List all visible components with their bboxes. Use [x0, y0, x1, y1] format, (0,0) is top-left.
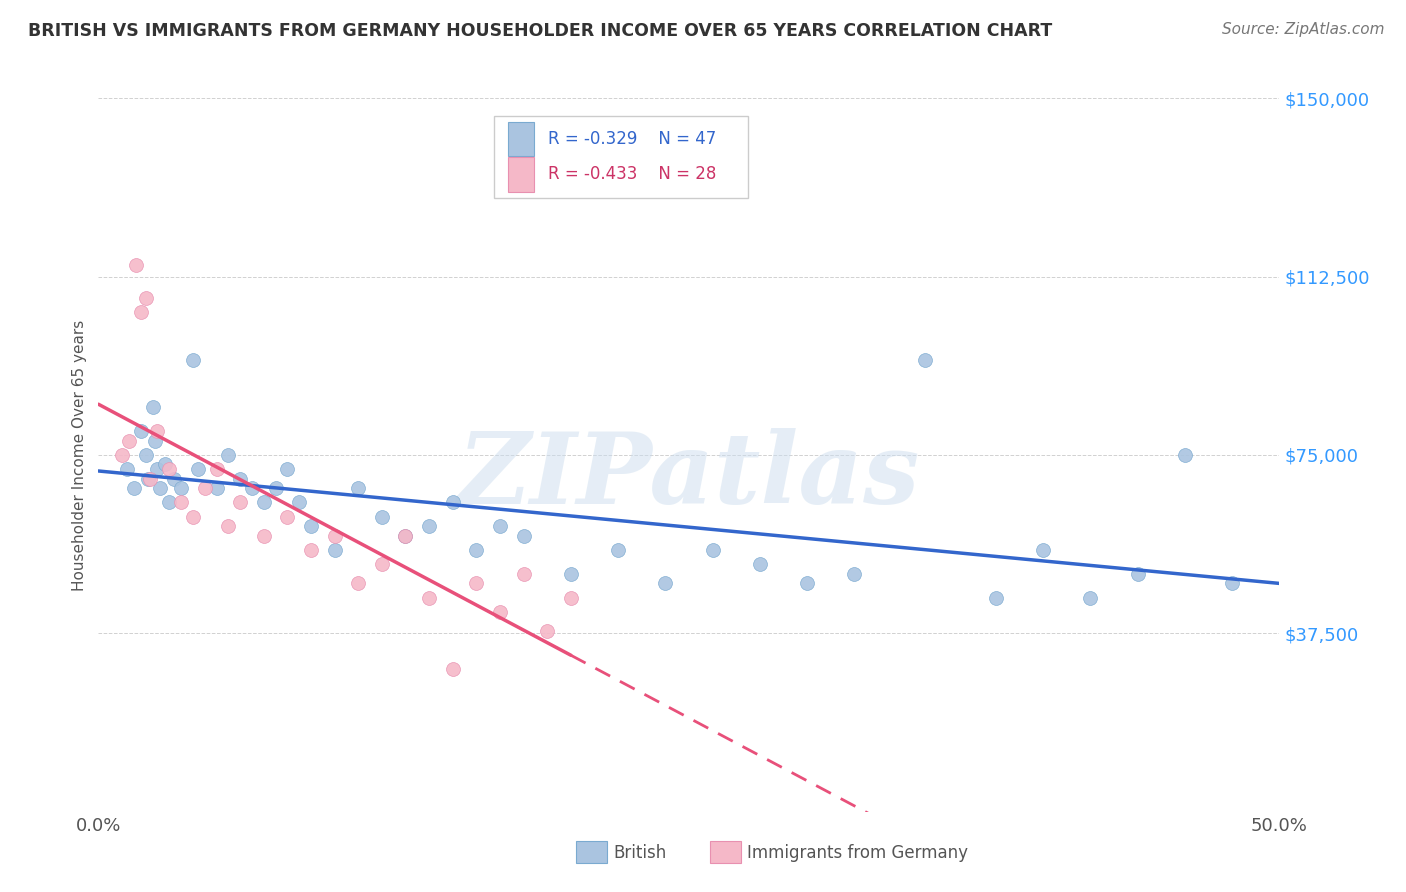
Text: R = -0.433    N = 28: R = -0.433 N = 28 — [548, 166, 717, 184]
Point — [654, 576, 676, 591]
Point — [323, 529, 346, 543]
Text: ZIPatlas: ZIPatlas — [458, 428, 920, 524]
Point — [194, 481, 217, 495]
Point — [253, 529, 276, 543]
Point — [1032, 543, 1054, 558]
Point — [844, 566, 866, 581]
Point — [157, 495, 180, 509]
Point — [323, 543, 346, 558]
Point — [146, 424, 169, 438]
Point — [441, 662, 464, 676]
Text: British: British — [613, 844, 666, 862]
Point — [371, 558, 394, 572]
Point — [135, 448, 157, 462]
Text: R = -0.329    N = 47: R = -0.329 N = 47 — [548, 130, 717, 148]
Point — [122, 481, 145, 495]
Point — [146, 462, 169, 476]
Point — [253, 495, 276, 509]
Point — [702, 543, 724, 558]
Point — [489, 605, 512, 619]
Point — [125, 258, 148, 272]
Point — [229, 495, 252, 509]
Point — [118, 434, 141, 448]
Point — [371, 509, 394, 524]
Point — [181, 509, 204, 524]
Point — [217, 519, 239, 533]
Point — [187, 462, 209, 476]
Point — [288, 495, 311, 509]
Point — [143, 434, 166, 448]
Point — [205, 462, 228, 476]
Point — [205, 481, 228, 495]
Point — [607, 543, 630, 558]
Point — [170, 481, 193, 495]
Point — [418, 591, 440, 605]
Point — [1174, 448, 1197, 462]
Point — [1080, 591, 1102, 605]
Point — [441, 495, 464, 509]
Point — [512, 566, 534, 581]
Point — [276, 509, 298, 524]
Point — [149, 481, 172, 495]
Point — [299, 543, 322, 558]
Point — [489, 519, 512, 533]
Point — [217, 448, 239, 462]
Point — [264, 481, 287, 495]
Point — [560, 591, 582, 605]
Point — [347, 576, 370, 591]
Point — [394, 529, 416, 543]
Point — [984, 591, 1007, 605]
Bar — [508, 121, 534, 156]
Point — [129, 424, 152, 438]
Point — [115, 462, 138, 476]
Bar — [508, 157, 534, 192]
Point — [142, 401, 165, 415]
Point — [240, 481, 263, 495]
Point — [153, 458, 176, 472]
Point — [181, 352, 204, 367]
Point — [465, 576, 488, 591]
Point — [512, 529, 534, 543]
Point — [276, 462, 298, 476]
Text: Source: ZipAtlas.com: Source: ZipAtlas.com — [1222, 22, 1385, 37]
Point — [465, 543, 488, 558]
Point — [536, 624, 558, 638]
Point — [560, 566, 582, 581]
Point — [914, 352, 936, 367]
Point — [163, 472, 186, 486]
Point — [394, 529, 416, 543]
Text: BRITISH VS IMMIGRANTS FROM GERMANY HOUSEHOLDER INCOME OVER 65 YEARS CORRELATION : BRITISH VS IMMIGRANTS FROM GERMANY HOUSE… — [28, 22, 1052, 40]
Point — [748, 558, 770, 572]
Point — [299, 519, 322, 533]
Point — [170, 495, 193, 509]
Point — [229, 472, 252, 486]
Text: Immigrants from Germany: Immigrants from Germany — [747, 844, 967, 862]
Point — [347, 481, 370, 495]
FancyBboxPatch shape — [494, 116, 748, 198]
Y-axis label: Householder Income Over 65 years: Householder Income Over 65 years — [72, 319, 87, 591]
Point — [111, 448, 134, 462]
Point — [796, 576, 818, 591]
Point — [135, 291, 157, 305]
Point — [139, 472, 162, 486]
Point — [136, 472, 159, 486]
Point — [129, 305, 152, 319]
Point — [418, 519, 440, 533]
Point — [157, 462, 180, 476]
Point — [1126, 566, 1149, 581]
Point — [1220, 576, 1243, 591]
